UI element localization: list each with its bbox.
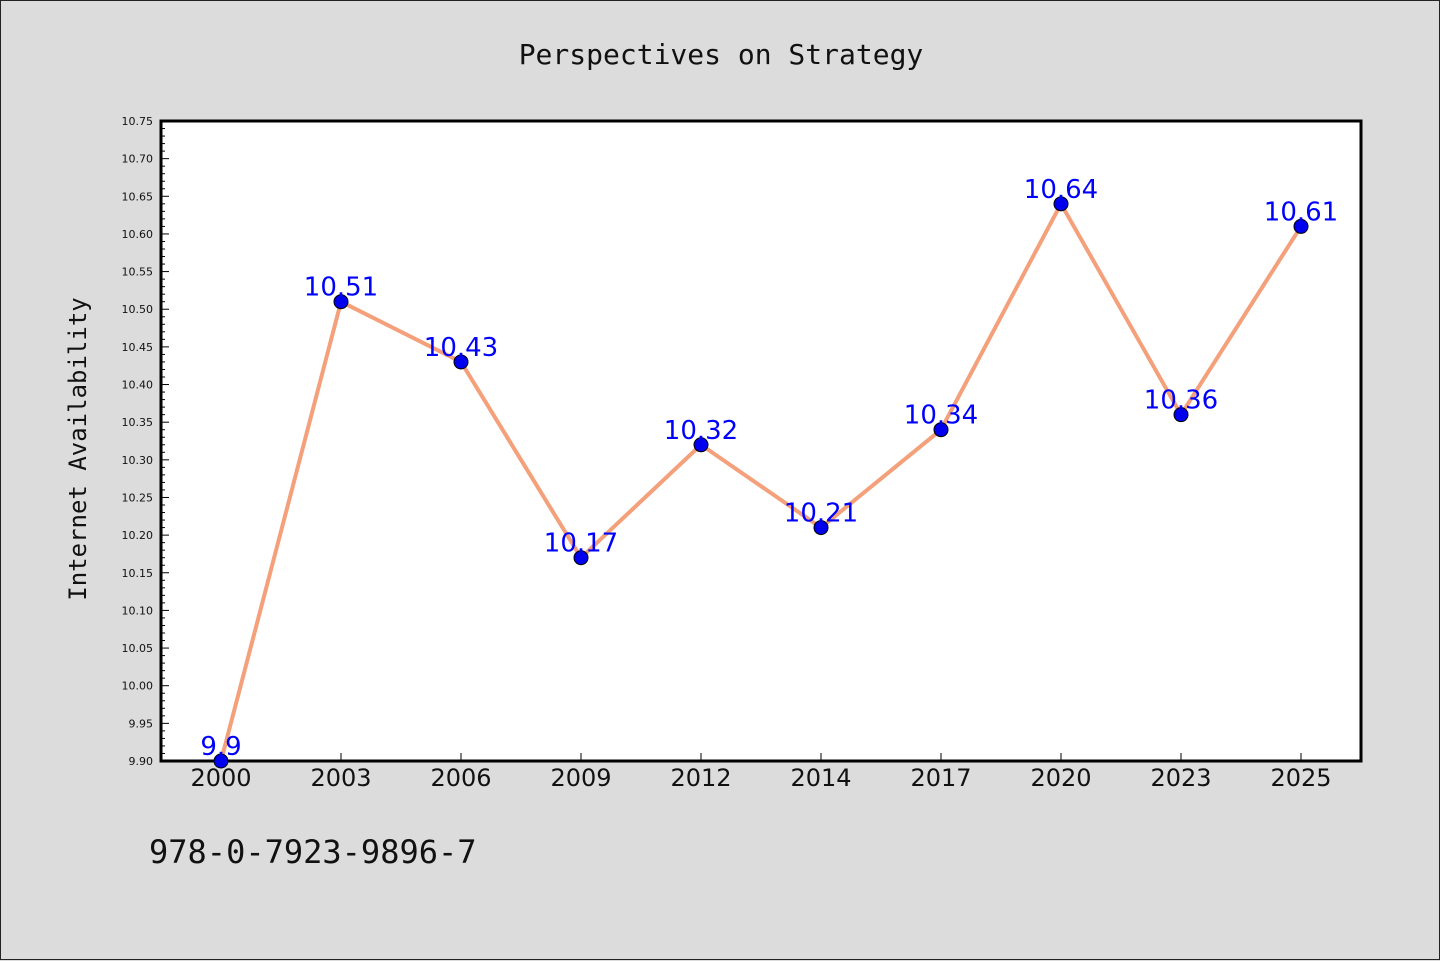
data-label: 10.17	[544, 529, 618, 559]
x-tick-label: 2020	[1030, 764, 1091, 792]
chart-title: Perspectives on Strategy	[519, 38, 924, 71]
data-label: 10.21	[784, 499, 858, 529]
y-tick-label: 10.15	[122, 567, 154, 580]
y-tick-label: 10.10	[122, 604, 154, 617]
y-tick-label: 9.95	[129, 717, 154, 730]
data-point	[213, 753, 229, 769]
y-tick-label: 10.70	[122, 153, 154, 166]
data-point	[333, 294, 349, 310]
data-labels-group: 9.9 10.51 10.43 10.17 10.32 10.21 10.34 10.64 10…	[200, 175, 1338, 762]
y-tick-label: 10.40	[122, 379, 154, 392]
data-point	[933, 422, 949, 438]
data-label: 10.64	[1024, 175, 1098, 205]
y-axis-label: Internet Availability	[64, 297, 92, 600]
x-axis-ticks: 2000 2003 2006 2009 2012 2014 2017 2020 2023 2025	[190, 753, 1332, 792]
y-tick-label: 10.25	[122, 491, 154, 504]
y-tick-label: 10.30	[122, 454, 154, 467]
x-tick-label: 2000	[190, 764, 251, 792]
data-label: 10.34	[904, 401, 978, 431]
y-tick-label: 10.45	[122, 341, 154, 354]
data-label: 10.32	[664, 416, 738, 446]
data-label: 9.9	[200, 732, 241, 762]
data-label: 10.36	[1144, 386, 1218, 416]
y-tick-label: 10.65	[122, 190, 154, 203]
y-tick-label: 10.00	[122, 680, 154, 693]
data-point	[1173, 407, 1189, 423]
data-point	[1053, 196, 1069, 212]
plot-area	[159, 119, 1363, 763]
data-point	[573, 550, 589, 566]
data-label: 10.43	[424, 333, 498, 363]
y-tick-label: 9.90	[129, 755, 154, 768]
data-label: 10.51	[304, 273, 378, 303]
y-axis-ticks: 9.90 9.95 10.00 10.05 10.10 10.15 10.20 10.25 10…	[122, 115, 169, 768]
data-label: 10.61	[1264, 197, 1338, 227]
x-tick-label: 2012	[670, 764, 731, 792]
series-group	[213, 196, 1309, 769]
y-tick-label: 10.35	[122, 416, 154, 429]
data-point	[453, 354, 469, 370]
data-point	[813, 520, 829, 536]
y-tick-label: 10.75	[122, 115, 154, 128]
x-tick-label: 2003	[310, 764, 371, 792]
data-point	[693, 437, 709, 453]
y-tick-label: 10.50	[122, 303, 154, 316]
x-tick-label: 2009	[550, 764, 611, 792]
x-tick-label: 2025	[1270, 764, 1331, 792]
y-tick-label: 10.55	[122, 266, 154, 279]
y-tick-label: 10.05	[122, 642, 154, 655]
series-line	[219, 201, 1303, 762]
x-tick-label: 2023	[1150, 764, 1211, 792]
footer-code: 978-0-7923-9896-7	[149, 833, 477, 871]
y-tick-label: 10.60	[122, 228, 154, 241]
x-tick-label: 2017	[910, 764, 971, 792]
x-tick-label: 2006	[430, 764, 491, 792]
x-tick-label: 2014	[790, 764, 851, 792]
data-point	[1293, 218, 1309, 234]
y-tick-label: 10.20	[122, 529, 154, 542]
